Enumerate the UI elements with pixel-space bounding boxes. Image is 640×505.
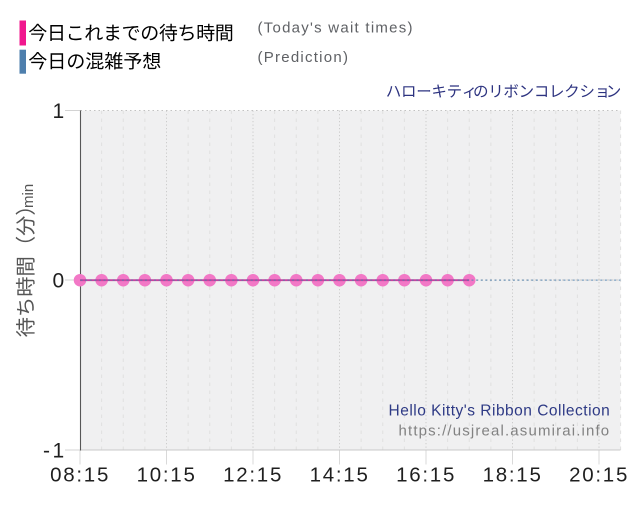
svg-text:0: 0 bbox=[53, 269, 65, 292]
svg-text:20:15: 20:15 bbox=[569, 464, 629, 487]
svg-text:(Today's wait times): (Today's wait times) bbox=[258, 20, 414, 37]
svg-text:16:15: 16:15 bbox=[396, 464, 456, 487]
svg-text:12:15: 12:15 bbox=[223, 464, 283, 487]
svg-text:(Prediction): (Prediction) bbox=[258, 49, 350, 66]
svg-text:1: 1 bbox=[53, 100, 65, 123]
svg-text:08:15: 08:15 bbox=[50, 464, 110, 487]
svg-text:https://usjreal.asumirai.info: https://usjreal.asumirai.info bbox=[399, 423, 611, 440]
svg-text:18:15: 18:15 bbox=[483, 464, 543, 487]
svg-text:Hello Kitty's Ribbon Collectio: Hello Kitty's Ribbon Collection bbox=[389, 403, 611, 420]
svg-text:14:15: 14:15 bbox=[310, 464, 370, 487]
svg-text:10:15: 10:15 bbox=[137, 464, 197, 487]
svg-text:min: min bbox=[20, 184, 37, 208]
svg-text:-1: -1 bbox=[43, 439, 67, 462]
